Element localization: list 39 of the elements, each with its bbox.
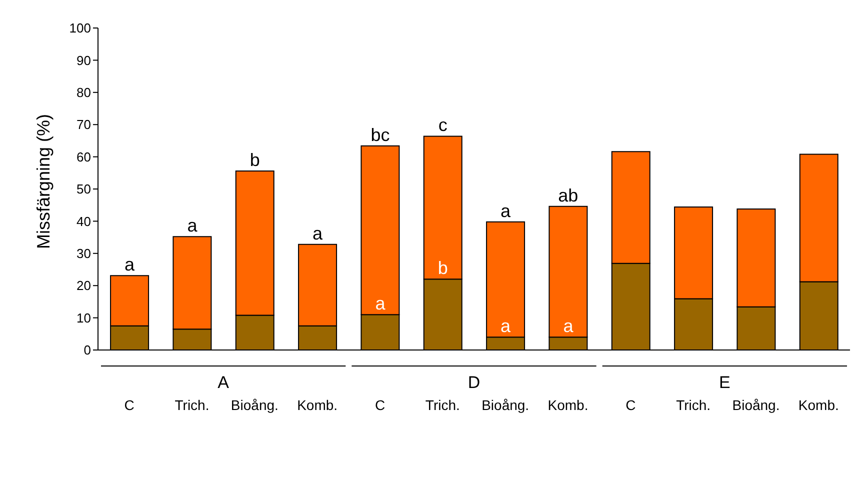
y-tick-label: 70 <box>76 117 91 132</box>
y-tick-label: 80 <box>76 85 91 100</box>
y-tick-label: 60 <box>76 149 91 164</box>
y-tick-label: 100 <box>69 20 91 36</box>
data-label: ab <box>558 185 578 206</box>
data-label: a <box>124 254 136 275</box>
x-tick-label: C <box>374 397 386 413</box>
x-tick-label: Trich. <box>425 397 460 413</box>
data-label: b <box>250 150 260 170</box>
data-label: b <box>438 258 448 278</box>
x-tick-label: C <box>626 397 636 413</box>
data-label: bc <box>370 124 390 145</box>
x-tick-label: Trich. <box>676 397 711 413</box>
data-label: a <box>500 200 512 221</box>
y-tick-label: 40 <box>76 214 91 229</box>
y-tick-label: 50 <box>76 182 91 197</box>
data-label: c <box>438 115 448 136</box>
data-label: a <box>375 294 386 314</box>
y-tick-label: 20 <box>76 278 91 294</box>
y-axis-title: Missfärgning (%) <box>33 114 54 249</box>
x-tick-label: Komb. <box>548 397 588 413</box>
y-tick-label: 90 <box>76 52 91 68</box>
text: E <box>718 373 730 392</box>
data-label: a <box>500 316 512 336</box>
x-tick-label: Komb. <box>798 397 839 413</box>
x-tick-label: Komb. <box>297 397 338 413</box>
data-label: a <box>563 316 574 336</box>
data-label: a <box>187 216 198 236</box>
x-tick-label: Bioång. <box>230 397 278 413</box>
x-tick-label: Bioång. <box>482 397 530 413</box>
data-label: a <box>312 223 324 244</box>
text: D <box>468 373 480 392</box>
x-tick-label: Bioång. <box>732 397 780 413</box>
y-tick-label: 30 <box>76 246 91 262</box>
x-tick-label: C <box>124 397 134 413</box>
y-tick-label: 10 <box>76 310 91 326</box>
y-tick-label: 0 <box>84 342 91 358</box>
text: A <box>218 373 230 392</box>
x-tick-label: Trich. <box>174 397 210 413</box>
